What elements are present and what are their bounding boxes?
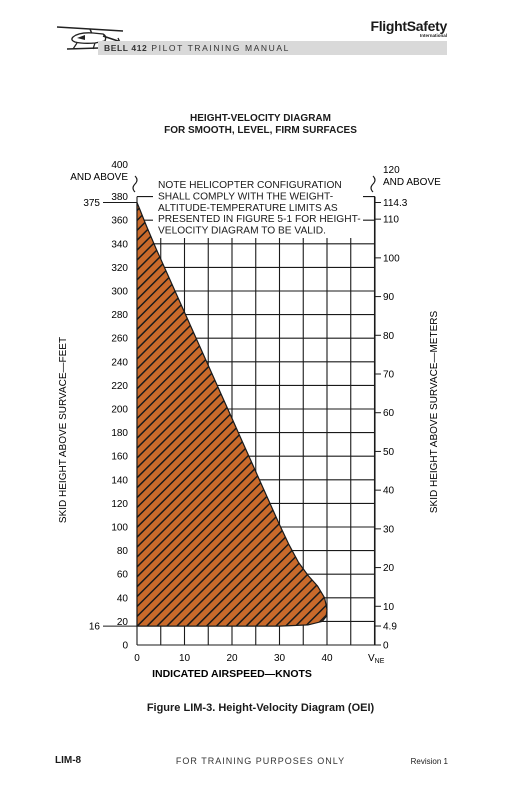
y2-tick-label: 50 bbox=[383, 447, 395, 458]
y2-tick-label: 30 bbox=[383, 524, 395, 535]
y-tick-label: 200 bbox=[111, 405, 128, 416]
y-tick-label: 360 bbox=[111, 216, 128, 227]
brand-subtitle: International bbox=[419, 33, 447, 38]
y-tick-label: 80 bbox=[117, 546, 129, 557]
note-text-line: VELOCITY DIAGRAM TO BE VALID. bbox=[158, 226, 326, 237]
x-tick-label: 20 bbox=[226, 653, 238, 664]
helicopter-logo-icon bbox=[56, 26, 124, 50]
y-top-label: 400 bbox=[111, 160, 128, 171]
y2-tick-label: 70 bbox=[383, 370, 395, 381]
x-tick-label: 0 bbox=[134, 653, 140, 664]
y-tick-label: 300 bbox=[111, 287, 128, 298]
y-tick-label: 320 bbox=[111, 263, 128, 274]
x-tick-label: 30 bbox=[274, 653, 286, 664]
figure-caption: Figure LIM-3. Height-Velocity Diagram (O… bbox=[146, 702, 375, 714]
note-box bbox=[153, 176, 363, 238]
y-tick-label: 60 bbox=[117, 570, 129, 581]
y-tick-label: 240 bbox=[111, 357, 128, 368]
y2-top-label-and-above: AND ABOVE bbox=[383, 177, 441, 188]
y-tick-label: 180 bbox=[111, 428, 128, 439]
x-tick-label: 40 bbox=[321, 653, 333, 664]
y2-axis-label: SKID HEIGHT ABOVE SURVACE—METERS bbox=[429, 311, 440, 514]
y2-tick-label: 20 bbox=[383, 563, 395, 574]
brand-name: FlightSafety bbox=[370, 18, 447, 34]
manual-title: PILOT TRAINING MANUAL bbox=[151, 43, 290, 53]
y-mark-label: 16 bbox=[89, 622, 101, 633]
y-tick-label: 140 bbox=[111, 475, 128, 486]
y2-tick-label: 90 bbox=[383, 292, 395, 303]
y-tick-label: 220 bbox=[111, 381, 128, 392]
axis-break-right bbox=[370, 175, 376, 193]
y-tick-label: 40 bbox=[117, 593, 129, 604]
note-text-line: ALTITUDE-TEMPERATURE LIMITS AS bbox=[158, 203, 338, 214]
y2-tick-label: 80 bbox=[383, 331, 395, 342]
y-top-label-and-above: AND ABOVE bbox=[70, 172, 128, 183]
note-text-line: SHALL COMPLY WITH THE WEIGHT- bbox=[158, 191, 333, 202]
y-tick-label: 380 bbox=[111, 192, 128, 203]
page-number: LIM-8 bbox=[55, 755, 82, 766]
manual-title-bar: BELL 412 PILOT TRAINING MANUAL bbox=[98, 41, 447, 55]
page-header: FlightSafety International BELL 412 PILO… bbox=[0, 0, 521, 60]
x-tick-label: 10 bbox=[179, 653, 191, 664]
note-text-line: PRESENTED IN FIGURE 5-1 FOR HEIGHT- bbox=[158, 214, 361, 225]
y2-tick-label: 4.9 bbox=[383, 622, 397, 633]
y-tick-label: 340 bbox=[111, 239, 128, 250]
y2-tick-label: 60 bbox=[383, 408, 395, 419]
y2-tick-label: 114.3 bbox=[383, 198, 408, 209]
note-text-line: NOTE HELICOPTER CONFIGURATION bbox=[158, 180, 342, 191]
axis-break-left bbox=[132, 175, 138, 193]
y-tick-label: 260 bbox=[111, 334, 128, 345]
y2-tick-label: 100 bbox=[383, 253, 400, 264]
y2-tick-label: 110 bbox=[383, 215, 399, 226]
y2-tick-label: 10 bbox=[383, 602, 395, 613]
manual-model: BELL 412 bbox=[104, 43, 148, 53]
chart-subtitle: FOR SMOOTH, LEVEL, FIRM SURFACES bbox=[164, 125, 357, 136]
y-mark-label: 375 bbox=[83, 198, 100, 209]
y-tick-label: 280 bbox=[111, 310, 128, 321]
y-tick-label: 120 bbox=[111, 499, 128, 510]
y2-top-label: 120 bbox=[383, 165, 400, 176]
revision-label: Revision 1 bbox=[410, 757, 448, 766]
y-axis-label: SKID HEIGHT ABOVE SURVACE—FEET bbox=[58, 337, 69, 523]
y-tick-label: 0 bbox=[122, 641, 128, 652]
chart-title: HEIGHT-VELOCITY DIAGRAM bbox=[190, 113, 331, 124]
y-tick-label: 100 bbox=[111, 523, 128, 534]
y-tick-label: 160 bbox=[111, 452, 128, 463]
avoid-region bbox=[136, 202, 328, 627]
y2-tick-label: 40 bbox=[383, 486, 395, 497]
x-axis-label: INDICATED AIRSPEED—KNOTS bbox=[152, 668, 312, 680]
vne-label: VNE bbox=[368, 653, 385, 665]
footer-notice: FOR TRAINING PURPOSES ONLY bbox=[175, 756, 346, 766]
y2-tick-label: 0 bbox=[383, 641, 389, 652]
y-tick-label: 20 bbox=[117, 617, 129, 628]
